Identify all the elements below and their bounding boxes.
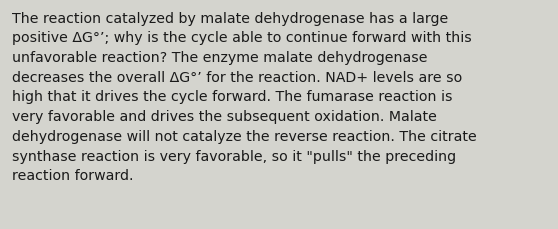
Text: The reaction catalyzed by malate dehydrogenase has a large
positive ΔG°’; why is: The reaction catalyzed by malate dehydro… [12, 11, 477, 183]
